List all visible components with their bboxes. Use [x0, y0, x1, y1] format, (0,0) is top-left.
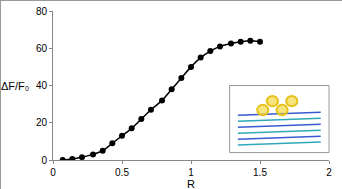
svg-text:1: 1	[188, 167, 194, 178]
svg-text:80: 80	[36, 6, 48, 17]
svg-text:20: 20	[36, 117, 48, 128]
svg-text:0: 0	[50, 167, 56, 178]
svg-text:40: 40	[36, 80, 48, 91]
svg-text:0.5: 0.5	[115, 167, 129, 178]
svg-text:0: 0	[41, 155, 47, 166]
svg-text:2: 2	[326, 167, 332, 178]
svg-text:60: 60	[36, 43, 48, 54]
svg-text:1.5: 1.5	[253, 167, 267, 178]
svg-text:ΔF/F₀: ΔF/F₀	[1, 80, 29, 92]
svg-text:R: R	[187, 178, 195, 189]
